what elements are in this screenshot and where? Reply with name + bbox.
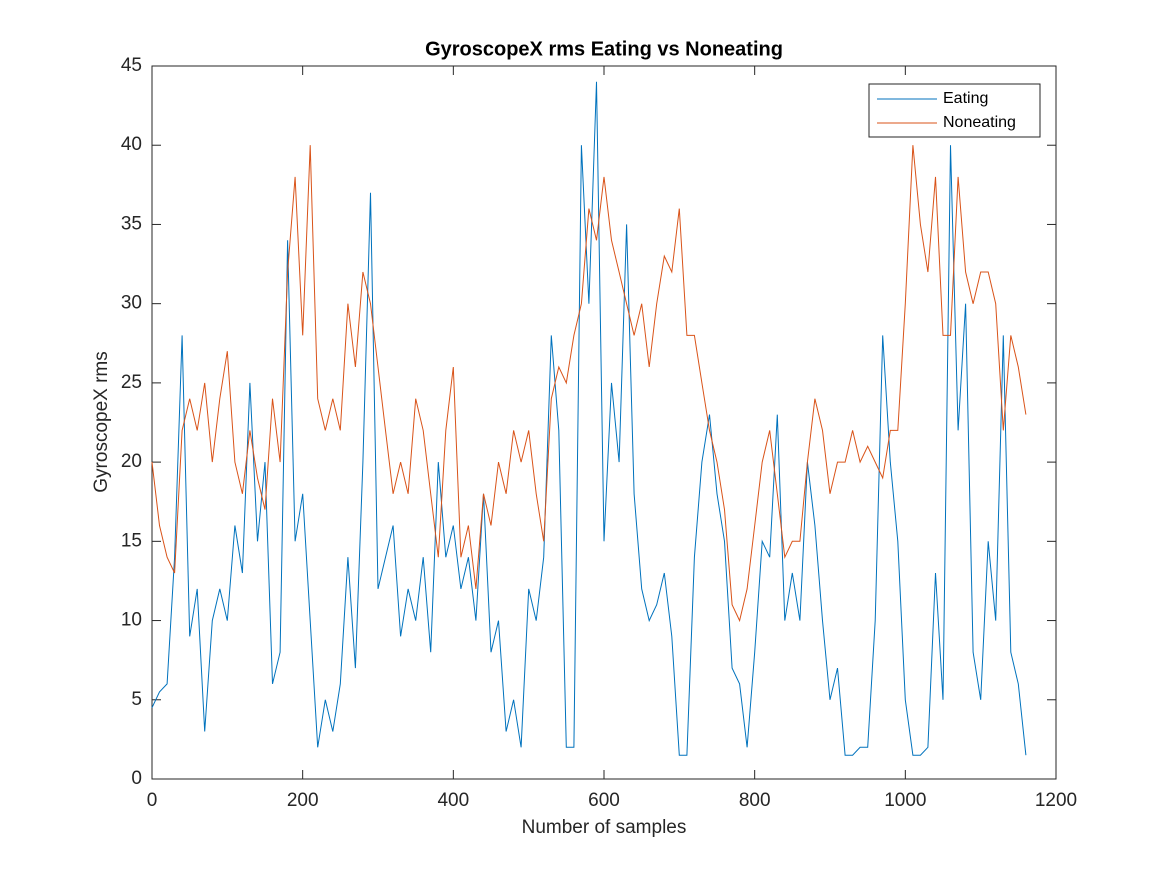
- x-tick-label: 600: [588, 790, 620, 811]
- y-tick-label: 45: [121, 55, 142, 76]
- y-tick-label: 35: [121, 213, 142, 234]
- x-tick-label: 1000: [884, 790, 926, 811]
- y-tick-label: 30: [121, 293, 142, 314]
- plot-area: [151, 65, 1057, 780]
- y-tick-label: 5: [131, 689, 142, 710]
- y-tick-label: 20: [121, 451, 142, 472]
- x-tick-label: 200: [287, 790, 319, 811]
- y-tick-label: 0: [131, 768, 142, 789]
- y-tick-label: 15: [121, 530, 142, 551]
- y-tick-label: 10: [121, 610, 142, 631]
- legend-label: Noneating: [943, 114, 1016, 131]
- y-tick-label: 40: [121, 134, 142, 155]
- data-line: [151, 81, 1027, 756]
- x-tick-label: 1200: [1035, 790, 1077, 811]
- legend-label: Eating: [943, 90, 988, 107]
- y-tick-label: 25: [121, 372, 142, 393]
- x-tick-label: 0: [147, 790, 158, 811]
- data-line: [151, 145, 1027, 623]
- x-axis-label: Number of samples: [522, 817, 687, 838]
- x-tick-label: 800: [739, 790, 771, 811]
- chart-title: GyroscopeX rms Eating vs Noneating: [425, 38, 783, 60]
- legend-box: [868, 83, 1041, 138]
- y-axis-label: GyroscopeX rms: [91, 351, 112, 492]
- x-tick-label: 400: [437, 790, 469, 811]
